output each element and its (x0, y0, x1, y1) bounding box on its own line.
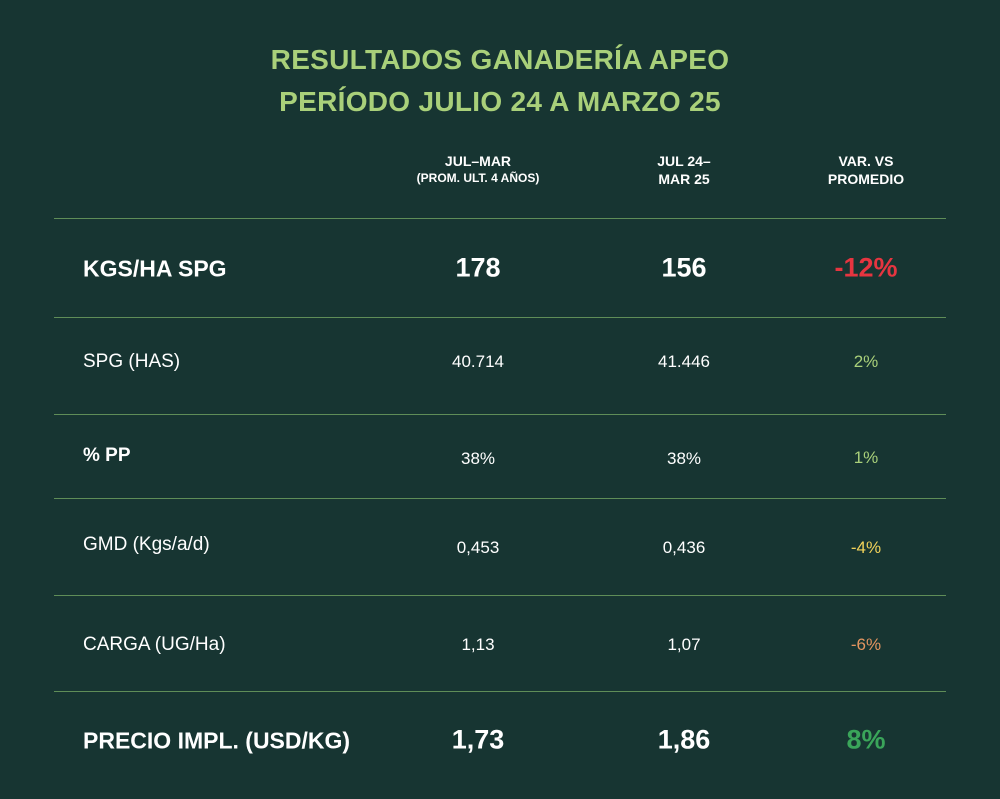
row-divider (54, 595, 946, 596)
row-label: CARGA (UG/Ha) (83, 634, 226, 655)
cell-variation: 2% (853, 352, 879, 371)
cell-current: 38% (666, 449, 702, 468)
cell-avg: 178 (455, 252, 501, 283)
cell-avg: 40.714 (452, 352, 504, 371)
column-header-variation: VAR. VS PROMEDIO (828, 152, 904, 188)
cell-current: 41.446 (658, 352, 710, 371)
column-header-avg-line2: (PROM. ULT. 4 AÑOS) (416, 171, 540, 185)
column-header-variation-line1: VAR. VS (838, 153, 894, 169)
row-label: KGS/HA SPG (83, 255, 227, 282)
cell-avg: 38% (460, 449, 496, 468)
column-header-variation-line2: PROMEDIO (827, 171, 905, 187)
row-divider (54, 218, 946, 219)
title-line-2: PERÍODO JULIO 24 A MARZO 25 (279, 86, 721, 117)
column-header-current-line1: JUL 24– (657, 153, 711, 169)
row-divider (54, 691, 946, 692)
cell-variation: -4% (850, 538, 882, 557)
row-label: PRECIO IMPL. (USD/KG) (83, 727, 351, 754)
column-header-avg: JUL–MAR (PROM. ULT. 4 AÑOS) (417, 152, 540, 186)
row-label: SPG (HAS) (83, 351, 181, 372)
cell-current: 0,436 (662, 538, 706, 557)
title-line-1: RESULTADOS GANADERÍA APEO (270, 44, 730, 75)
row-divider (54, 414, 946, 415)
cell-variation: 1% (853, 448, 879, 467)
column-header-current: JUL 24– MAR 25 (657, 152, 710, 188)
cell-current: 156 (661, 252, 707, 283)
cell-variation: -6% (850, 635, 882, 654)
row-divider (54, 317, 946, 318)
cell-variation: -12% (834, 252, 898, 283)
cell-avg: 1,13 (461, 635, 495, 654)
cell-avg: 0,453 (456, 538, 500, 557)
cell-current: 1,07 (667, 635, 701, 654)
cell-current: 1,86 (657, 724, 711, 755)
column-header-avg-line1: JUL–MAR (444, 153, 512, 169)
cell-variation: 8% (846, 724, 886, 755)
row-divider (54, 498, 946, 499)
cell-avg: 1,73 (451, 724, 505, 755)
row-label: GMD (Kgs/a/d) (83, 534, 210, 555)
row-label: % PP (83, 445, 131, 466)
column-header-current-line2: MAR 25 (658, 171, 710, 187)
